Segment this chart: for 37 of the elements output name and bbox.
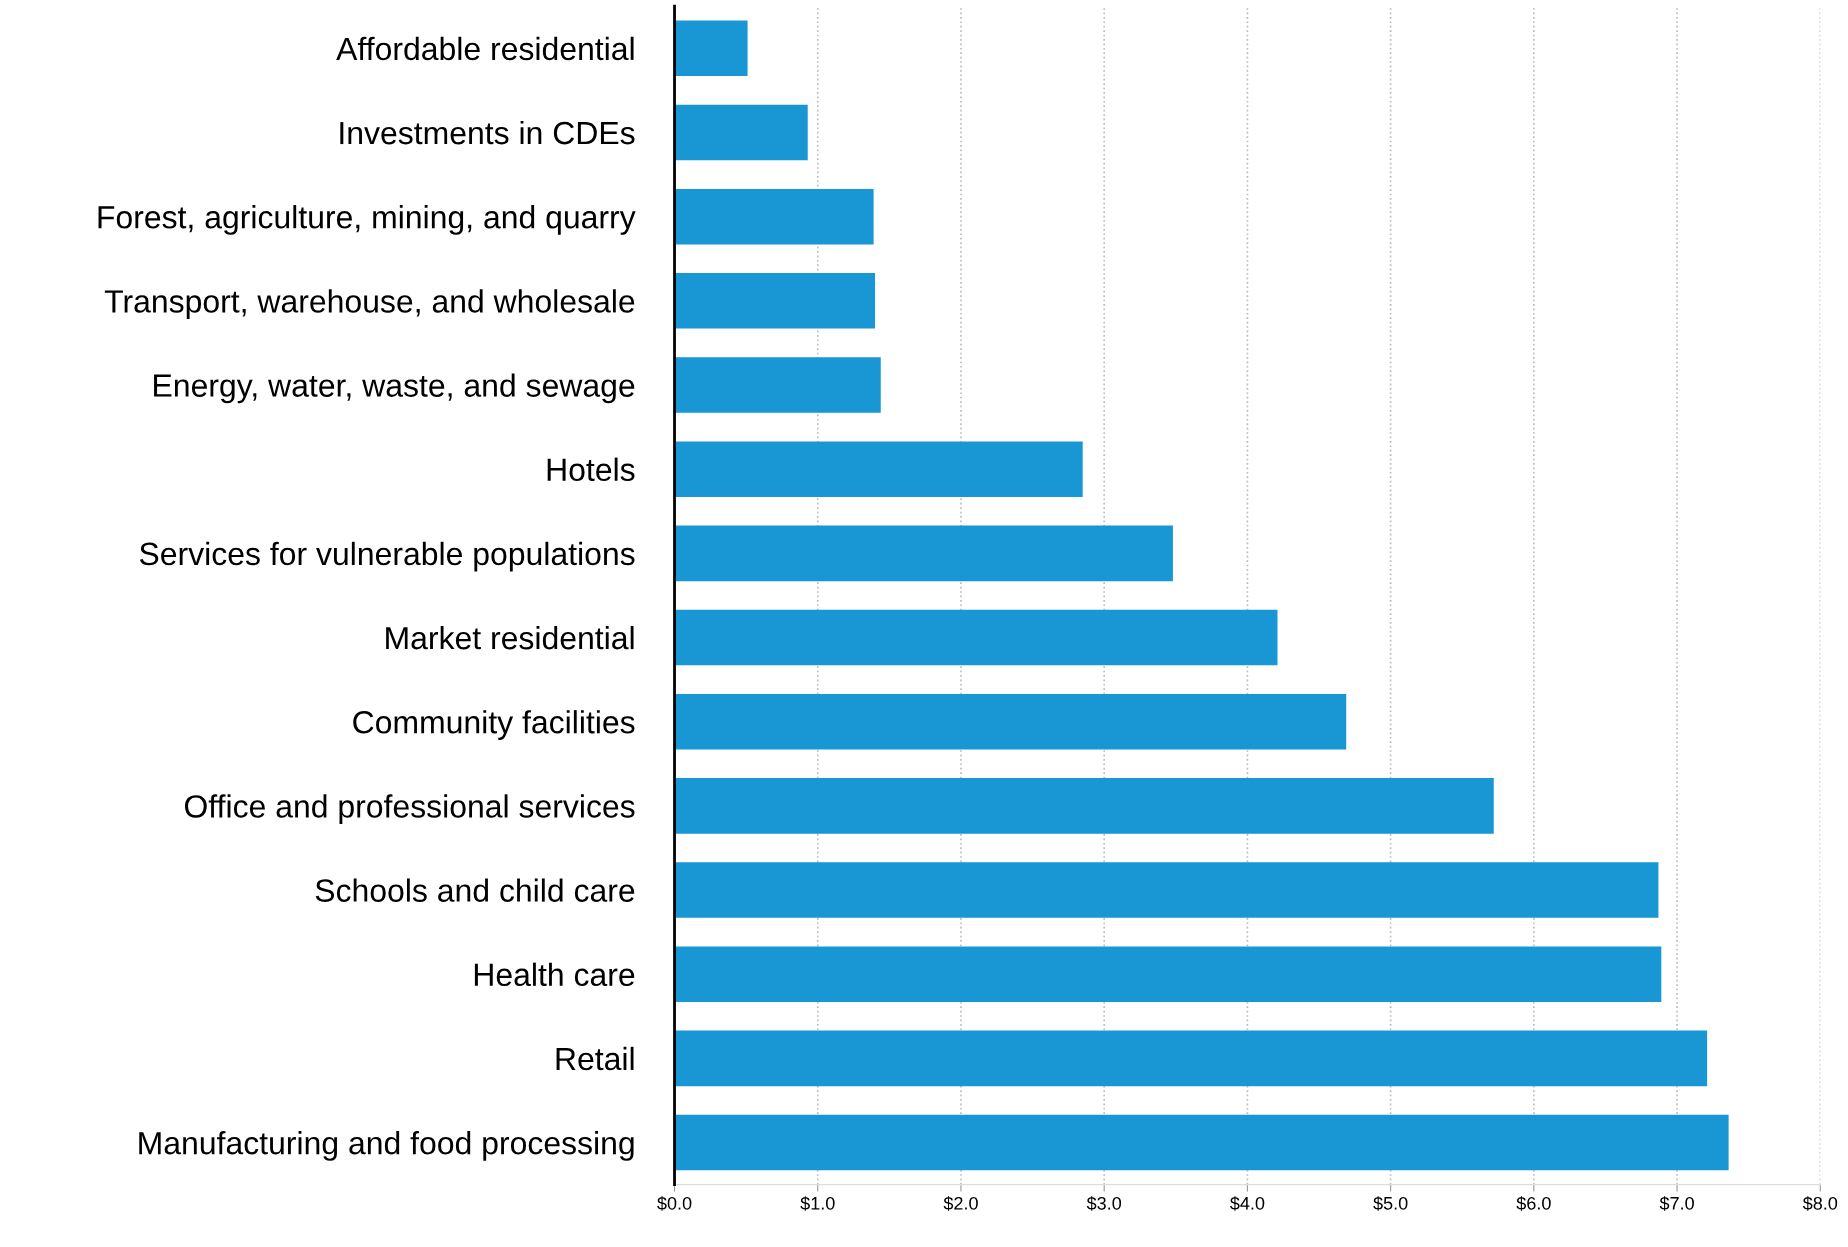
bar <box>674 609 1278 666</box>
x-tick-label: $0.0 <box>657 1196 692 1211</box>
bar <box>674 946 1662 1002</box>
y-tick-label: Investments in CDEs <box>340 120 635 145</box>
bar <box>674 441 1083 497</box>
x-tick-label: $5.0 <box>1373 1196 1408 1211</box>
y-tick-label: Schools and child care <box>315 878 635 902</box>
y-tick-label: Hotels <box>547 457 635 482</box>
y-tick-label: Market residential <box>386 625 634 650</box>
bar <box>674 862 1659 918</box>
x-tick-label: $6.0 <box>1516 1196 1551 1211</box>
bar <box>674 188 874 245</box>
y-tick-label: Office and professional services <box>184 794 635 825</box>
bar <box>674 525 1173 582</box>
y-tick-label: Health care <box>474 962 635 987</box>
bar <box>674 357 881 413</box>
x-tick-label: $4.0 <box>1230 1196 1265 1211</box>
y-tick-label: Retail <box>556 1046 634 1071</box>
y-tick-label: Community facilities <box>353 710 635 740</box>
bar <box>674 693 1347 750</box>
bar <box>674 20 748 77</box>
bar <box>674 1114 1729 1171</box>
x-tick-label: $7.0 <box>1659 1196 1694 1211</box>
y-tick-label: Services for vulnerable populations <box>139 541 635 572</box>
bar <box>674 104 808 161</box>
bar <box>674 1030 1708 1087</box>
y-tick-label: Manufacturing and food processing <box>139 1130 634 1161</box>
x-tick-label: $8.0 <box>1802 1196 1838 1211</box>
y-tick-label: Forest, agriculture, mining, and quarry <box>98 205 636 235</box>
y-tick-label: Transport, warehouse, and wholesale <box>104 289 635 320</box>
bar <box>674 273 876 329</box>
x-tick-label: $2.0 <box>943 1196 978 1211</box>
x-tick-label: $3.0 <box>1086 1196 1122 1211</box>
y-tick-label: Affordable residential <box>336 36 634 61</box>
y-tick-label: Energy, water, waste, and sewage <box>154 373 635 404</box>
x-tick-label: $1.0 <box>800 1196 835 1211</box>
bar <box>674 778 1494 834</box>
